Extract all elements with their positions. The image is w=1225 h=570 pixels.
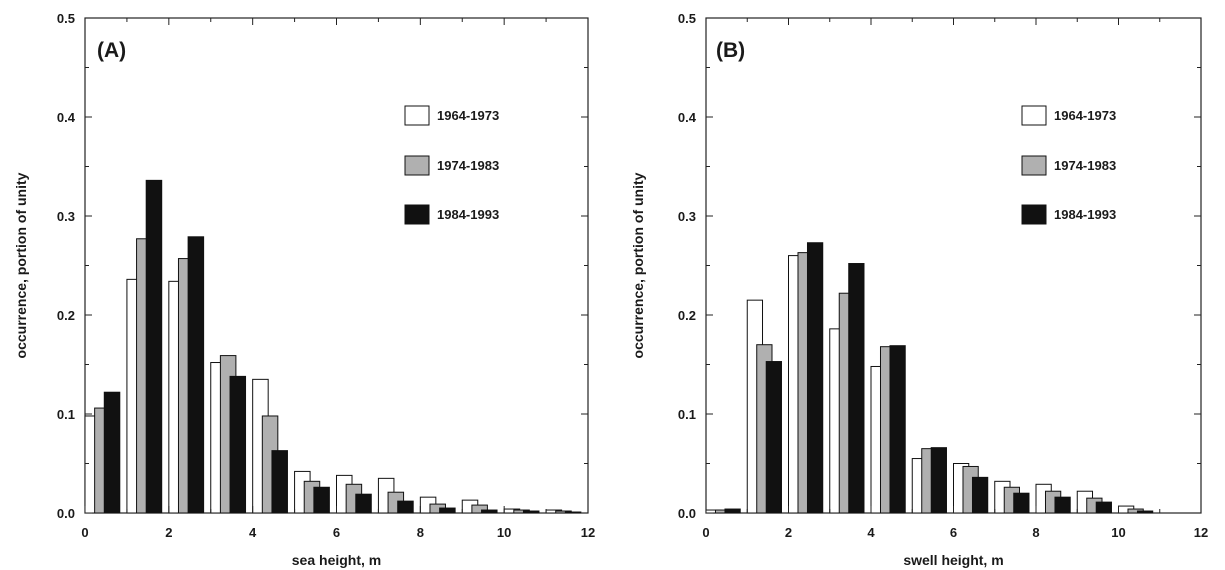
x-tick-label: 12 [581,525,595,540]
x-tick-label: 0 [702,525,709,540]
bar-b-1984-1993-bin-11 [1136,510,1154,514]
y-tick-label: 0.1 [57,407,75,422]
bar-a-1984-1993-bin-8 [397,500,414,514]
bar-b-1984-1993-bin-9 [1054,496,1071,514]
bar-a-1984-1993-bin-10 [481,509,498,514]
y-tick-label: 0.4 [57,110,76,125]
y-tick-label: 0.0 [678,506,696,521]
legend-label-1964-1973: 1964-1973 [1054,108,1116,123]
bar-b-1984-1993-bin-1 [724,508,741,514]
legend-label-1974-1983: 1974-1983 [1054,158,1116,173]
legend-swatch-1964-1973 [1021,105,1047,126]
panel-label-b: (B) [716,39,745,62]
panel-a: 0 2 4 6 8 10 12 0.0 0.1 0.2 0.3 0.4 0.5 (A) sea hei… [13,11,595,568]
x-tick-label: 12 [1194,525,1208,540]
bar-a-1984-1993-bin-11 [522,510,540,514]
x-tick-label: 4 [867,525,875,540]
legend-label-1974-1983: 1974-1983 [437,158,499,173]
legend-swatch-1964-1973 [404,105,430,126]
bars-b [705,242,1154,514]
legend-a: 1964-1973 1974-1983 1984-1993 [404,105,499,225]
x-ticks-a: 0 2 4 6 8 10 12 [81,18,595,540]
y-tick-label: 0.0 [57,506,75,521]
y-tick-label: 0.3 [57,209,75,224]
x-tick-label: 10 [1111,525,1125,540]
x-axis-title-a: sea height, m [292,552,381,568]
y-tick-label: 0.5 [57,11,75,26]
legend-label-1964-1973: 1964-1973 [437,108,499,123]
bar-a-1984-1993-bin-4 [229,375,247,514]
x-axis-title-b: swell height, m [903,552,1003,568]
panel-b: 0 2 4 6 8 10 12 0.0 0.1 0.2 0.3 0.4 0.5 (B) swell h… [630,11,1208,568]
bar-b-1984-1993-bin-6 [930,447,947,514]
y-axis-title-b: occurrence, portion of unity [630,172,646,358]
x-ticks-b: 0 2 4 6 8 10 12 [702,18,1208,540]
bar-b-1984-1993-bin-5 [889,345,906,514]
bar-b-1984-1993-bin-4 [848,263,865,514]
y-ticks-a: 0.0 0.1 0.2 0.3 0.4 0.5 [57,11,588,521]
x-tick-label: 8 [417,525,424,540]
bar-b-1984-1993-bin-10 [1095,501,1112,514]
y-ticks-b: 0.0 0.1 0.2 0.3 0.4 0.5 [678,11,1201,521]
x-tick-label: 6 [333,525,340,540]
bar-a-1984-1993-bin-7 [355,493,372,514]
y-tick-label: 0.3 [678,209,696,224]
legend-label-1984-1993: 1984-1993 [1054,207,1116,222]
bar-a-1984-1993-bin-6 [313,486,330,514]
bar-a-1984-1993-bin-5 [271,450,288,514]
bar-a-1984-1993-bin-2 [145,179,163,514]
x-tick-label: 4 [249,525,257,540]
x-tick-label: 2 [165,525,172,540]
x-tick-label: 0 [81,525,88,540]
y-tick-label: 0.5 [678,11,696,26]
y-axis-title-a: occurrence, portion of unity [13,172,29,358]
x-tick-label: 10 [497,525,511,540]
legend-swatch-1984-1993 [1021,204,1047,225]
legend-swatch-1974-1983 [404,155,430,176]
bar-a-1984-1993-bin-9 [439,507,456,514]
legend-b: 1964-1973 1974-1983 1984-1993 [1021,105,1116,225]
legend-swatch-1984-1993 [404,204,430,225]
bar-a-1984-1993-bin-3 [187,236,205,514]
y-tick-label: 0.4 [678,110,697,125]
bar-b-1984-1993-bin-7 [971,476,989,514]
x-tick-label: 2 [785,525,792,540]
bar-a-1984-1993-bin-1 [103,391,121,514]
panel-label-a: (A) [97,39,126,62]
bars-a [84,179,582,514]
y-tick-label: 0.1 [678,407,696,422]
y-tick-label: 0.2 [678,308,696,323]
x-tick-label: 6 [950,525,957,540]
x-tick-label: 8 [1032,525,1039,540]
bar-b-1984-1993-bin-3 [806,242,824,514]
bar-a-1974-1983-bin-10 [471,504,488,514]
legend-swatch-1974-1983 [1021,155,1047,176]
legend-label-1984-1993: 1984-1993 [437,207,499,222]
y-tick-label: 0.2 [57,308,75,323]
bar-b-1984-1993-bin-8 [1013,492,1030,514]
bar-a-1984-1993-bin-12 [564,511,582,514]
bar-b-1984-1993-bin-2 [765,361,782,514]
